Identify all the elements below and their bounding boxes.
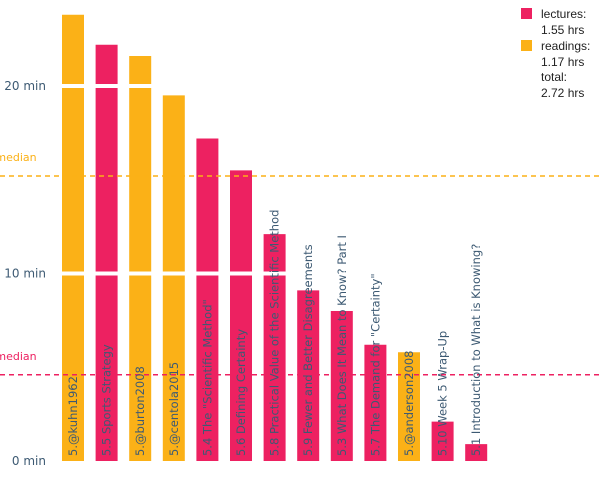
legend-swatch-readings	[521, 40, 532, 51]
bar-5-burton2008	[129, 56, 152, 461]
legend-swatch-lectures	[521, 8, 532, 19]
bar-5-7-the-demand-for-certainty	[364, 344, 387, 461]
bar-5-10-week-5-wrap-up	[431, 421, 454, 461]
bar-label-5-7-the-demand-for-certainty: 5.7 The Demand for "Certainty"	[368, 273, 382, 456]
bar-5-1-introduction-to-what-is-knowing	[465, 444, 488, 461]
bar-label-5-1-introduction-to-what-is-knowing: 5.1 Introduction to What is Knowing?	[469, 244, 483, 456]
y-tick-label: 20 min	[4, 79, 46, 93]
bar-5-anderson2008	[398, 352, 420, 461]
bar-label-5-5-sports-strategy: 5.5 Sports Strategy	[100, 344, 114, 456]
median-label-readings: median	[0, 151, 37, 164]
legend-total-label: total:	[541, 70, 567, 84]
bar-label-5-3-what-does-it-mean-to-know-part-i: 5.3 What Does It Mean to Know? Part I	[335, 235, 349, 456]
bar-label-5-kuhn1962: 5.@kuhn1962	[66, 376, 80, 456]
bar-5-3-what-does-it-mean-to-know-part-i	[330, 311, 353, 461]
bar-label-5-burton2008: 5.@burton2008	[133, 366, 147, 456]
legend: lectures: 1.55 hrs readings: 1.17 hrs to…	[521, 7, 590, 100]
bar-label-5-10-week-5-wrap-up: 5.10 Week 5 Wrap-Up	[436, 331, 450, 456]
bar-label-5-9-fewer-and-better-disagreements: 5.9 Fewer and Better Disagreements	[301, 244, 315, 456]
gridline-separators	[55, 84, 600, 276]
bar-label-5-centola2015: 5.@centola2015	[167, 362, 181, 456]
legend-label-readings: readings:	[541, 39, 590, 53]
bar-5-4-the-scientific-method	[196, 138, 219, 461]
legend-label-lectures: lectures:	[541, 7, 586, 21]
bar-5-6-defining-certainty	[230, 170, 252, 461]
bar-5-centola2015	[162, 95, 185, 461]
bars	[62, 14, 488, 461]
legend-value-readings: 1.17 hrs	[541, 55, 584, 69]
bar-label-5-6-defining-certainty: 5.6 Defining Certainty	[234, 329, 248, 456]
bar-label-5-anderson2008: 5.@anderson2008	[402, 351, 416, 457]
median-label-lectures: median	[0, 350, 37, 363]
y-tick-label: 10 min	[4, 267, 46, 281]
bar-label-5-4-the-scientific-method: 5.4 The "Scientific Method"	[200, 299, 214, 456]
y-axis-ticks: 0 min 10 min 20 min	[4, 79, 46, 468]
y-tick-label: 0 min	[12, 454, 46, 468]
bar-5-8-practical-value-of-the-scientific-method	[263, 234, 286, 461]
legend-value-lectures: 1.55 hrs	[541, 23, 584, 37]
bar-labels: 5.@kuhn1962 5.5 Sports Strategy 5.@burton2…	[66, 210, 483, 456]
bar-5-5-sports-strategy	[95, 44, 118, 461]
bar-5-9-fewer-and-better-disagreements	[297, 290, 320, 461]
bar-label-5-8-practical-value-of-the-scientific-method: 5.8 Practical Value of the Scientific Me…	[268, 210, 282, 456]
legend-total-value: 2.72 hrs	[541, 86, 584, 100]
median-lines: median median	[0, 151, 600, 376]
bar-5-kuhn1962	[62, 14, 84, 461]
